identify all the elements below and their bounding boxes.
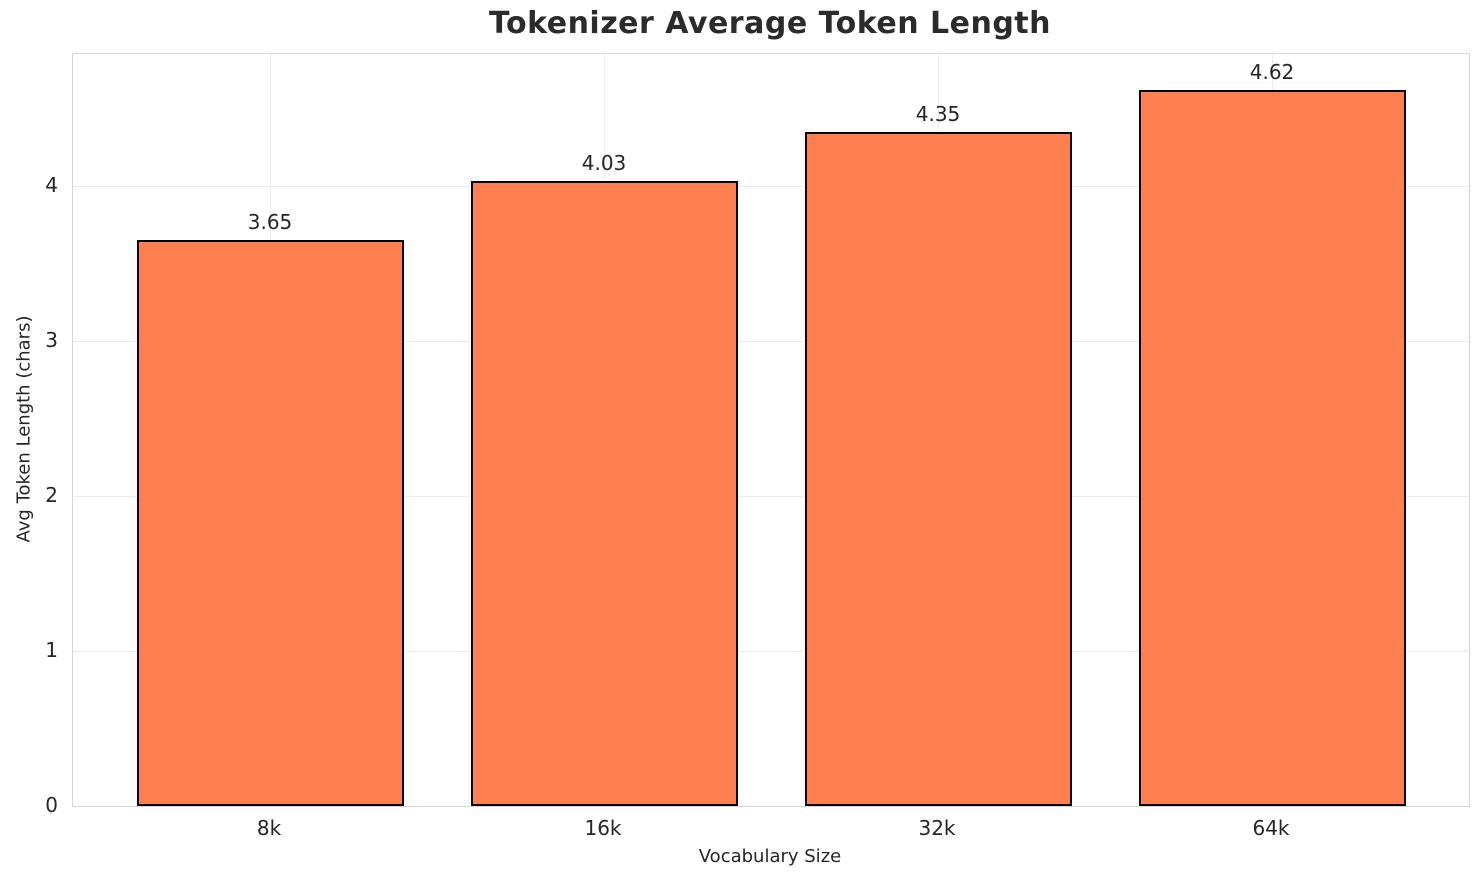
bar (1138, 89, 1406, 806)
bar-value-label: 3.65 (247, 210, 293, 235)
bar-value-label: 4.03 (581, 151, 627, 176)
bar (136, 240, 404, 806)
y-tick-label: 1 (45, 637, 58, 662)
bar (470, 181, 738, 806)
x-tick-label: 16k (584, 816, 622, 840)
plot-area: 3.65 4.03 4.35 4.62 (72, 53, 1470, 807)
x-tick-label: 32k (918, 816, 956, 840)
y-tick-label: 3 (45, 327, 58, 352)
x-tick-label: 8k (256, 816, 282, 840)
y-tick-label: 4 (45, 172, 58, 197)
bar (804, 131, 1072, 806)
y-tick-label: 2 (45, 482, 58, 507)
x-axis-label: Vocabulary Size (698, 846, 842, 867)
gridline-horizontal (73, 650, 1469, 652)
x-tick-label: 64k (1252, 816, 1290, 840)
gridline-horizontal (73, 495, 1469, 497)
gridline-horizontal (73, 340, 1469, 342)
gridline-horizontal (73, 185, 1469, 187)
y-tick-label: 0 (45, 793, 58, 817)
bar-value-label: 4.62 (1249, 59, 1295, 84)
y-axis-label: Avg Token Length (chars) (13, 315, 35, 543)
bar-value-label: 4.35 (915, 101, 961, 126)
chart-title: Tokenizer Average Token Length (488, 6, 1051, 41)
